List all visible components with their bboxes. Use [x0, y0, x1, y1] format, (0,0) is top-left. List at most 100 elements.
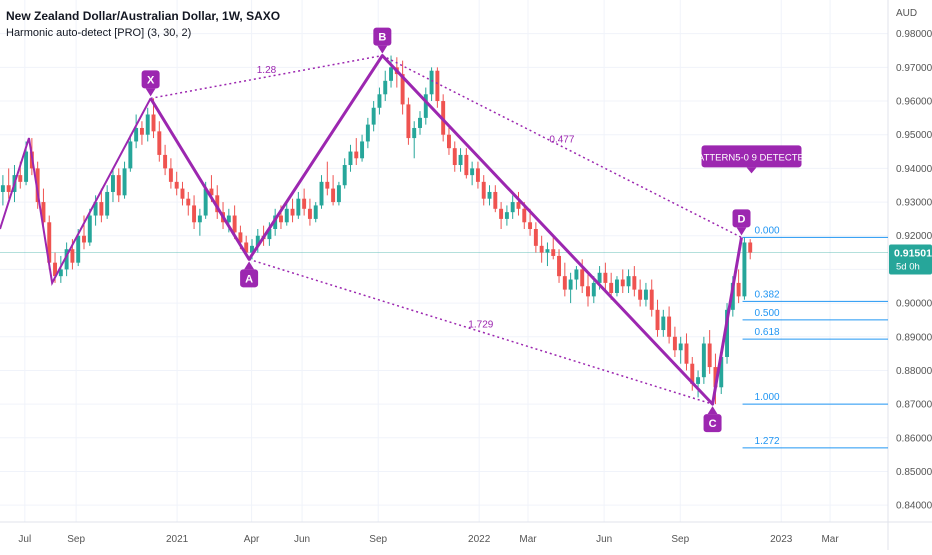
- candle-body[interactable]: [725, 309, 730, 357]
- pattern-point-marker[interactable]: [240, 269, 259, 288]
- symbol-title[interactable]: New Zealand Dollar/Australian Dollar, 1W…: [6, 9, 281, 23]
- candle-body[interactable]: [614, 279, 619, 293]
- candle-body[interactable]: [105, 191, 110, 216]
- time-axis[interactable]: [0, 522, 888, 550]
- candle-body[interactable]: [296, 198, 301, 216]
- pattern-detected-badge[interactable]: [701, 145, 802, 168]
- candle-body[interactable]: [180, 188, 185, 199]
- candle-body[interactable]: [406, 104, 411, 139]
- candle-body[interactable]: [134, 127, 139, 142]
- candle-body[interactable]: [82, 235, 86, 243]
- candle-body[interactable]: [551, 249, 556, 256]
- candle-body[interactable]: [267, 229, 272, 240]
- candle-body[interactable]: [597, 272, 602, 283]
- candle-body[interactable]: [192, 205, 197, 223]
- candle-body[interactable]: [429, 70, 434, 95]
- candle-body[interactable]: [748, 242, 753, 253]
- candle-body[interactable]: [591, 282, 596, 297]
- candle-body[interactable]: [701, 343, 706, 378]
- candle-body[interactable]: [116, 175, 121, 196]
- price-axis[interactable]: [888, 0, 932, 550]
- pattern-point-marker[interactable]: [703, 414, 722, 433]
- candle-body[interactable]: [273, 215, 278, 230]
- candle-body[interactable]: [499, 208, 504, 219]
- candle-body[interactable]: [533, 229, 538, 246]
- candle-body[interactable]: [215, 195, 220, 213]
- candle-body[interactable]: [244, 242, 249, 253]
- candle-body[interactable]: [475, 168, 480, 182]
- candle-body[interactable]: [522, 208, 527, 223]
- candle-body[interactable]: [371, 107, 376, 125]
- candle-body[interactable]: [528, 222, 533, 230]
- candle-body[interactable]: [377, 94, 382, 108]
- candle-body[interactable]: [632, 276, 637, 290]
- candle-body[interactable]: [313, 205, 318, 219]
- candle-body[interactable]: [400, 74, 405, 105]
- candle-body[interactable]: [110, 175, 115, 192]
- last-price-tag[interactable]: [889, 244, 932, 275]
- candle-body[interactable]: [64, 249, 69, 270]
- candle-body[interactable]: [649, 289, 654, 310]
- candle-body[interactable]: [58, 269, 63, 277]
- candle-body[interactable]: [389, 67, 394, 81]
- candle-body[interactable]: [696, 377, 701, 384]
- pattern-point-marker[interactable]: [732, 209, 751, 228]
- candle-body[interactable]: [452, 148, 457, 166]
- candle-body[interactable]: [93, 202, 98, 216]
- candle-body[interactable]: [290, 208, 295, 216]
- candle-body[interactable]: [383, 80, 388, 95]
- candle-body[interactable]: [620, 279, 625, 287]
- candle-body[interactable]: [319, 181, 324, 206]
- candle-body[interactable]: [719, 356, 724, 388]
- candle-body[interactable]: [139, 127, 144, 135]
- candle-body[interactable]: [174, 181, 179, 189]
- candle-body[interactable]: [707, 343, 712, 368]
- candle-body[interactable]: [348, 151, 353, 166]
- candle-body[interactable]: [70, 249, 75, 263]
- candle-body[interactable]: [209, 188, 214, 196]
- candle-body[interactable]: [678, 343, 683, 351]
- candle-body[interactable]: [145, 114, 150, 135]
- candle-body[interactable]: [539, 245, 544, 253]
- candle-body[interactable]: [672, 336, 677, 351]
- candle-body[interactable]: [325, 181, 330, 189]
- candle-body[interactable]: [255, 235, 260, 246]
- candle-body[interactable]: [446, 134, 451, 149]
- candle-body[interactable]: [151, 114, 156, 132]
- candle-body[interactable]: [203, 188, 208, 216]
- indicator-label[interactable]: Harmonic auto-detect [PRO] (3, 30, 2): [6, 27, 192, 39]
- candle-body[interactable]: [354, 151, 359, 159]
- candle-body[interactable]: [487, 191, 492, 199]
- candle-body[interactable]: [336, 185, 341, 203]
- candle-body[interactable]: [24, 151, 29, 182]
- candle-body[interactable]: [365, 124, 370, 142]
- candle-body[interactable]: [667, 316, 672, 337]
- candle-body[interactable]: [464, 154, 469, 176]
- candle-body[interactable]: [470, 168, 475, 176]
- candle-body[interactable]: [603, 272, 608, 283]
- candle-body[interactable]: [76, 235, 81, 263]
- candle-body[interactable]: [186, 198, 191, 206]
- candle-body[interactable]: [302, 198, 307, 209]
- candle-body[interactable]: [493, 191, 498, 209]
- candle-body[interactable]: [713, 367, 718, 388]
- candle-body[interactable]: [331, 188, 336, 203]
- candle-body[interactable]: [99, 202, 104, 216]
- candle-body[interactable]: [742, 242, 747, 297]
- candle-body[interactable]: [568, 279, 573, 290]
- candle-body[interactable]: [122, 168, 127, 196]
- candle-body[interactable]: [360, 141, 365, 159]
- candle-body[interactable]: [730, 282, 735, 310]
- candle-body[interactable]: [35, 168, 40, 203]
- candle-body[interactable]: [684, 343, 689, 364]
- candle-body[interactable]: [516, 202, 521, 209]
- candle-body[interactable]: [690, 363, 695, 384]
- candle-body[interactable]: [435, 70, 440, 102]
- candle-body[interactable]: [580, 269, 585, 287]
- candle-body[interactable]: [41, 202, 46, 223]
- pattern-point-marker[interactable]: [373, 27, 392, 46]
- candle-body[interactable]: [562, 276, 567, 290]
- candle-body[interactable]: [250, 245, 254, 253]
